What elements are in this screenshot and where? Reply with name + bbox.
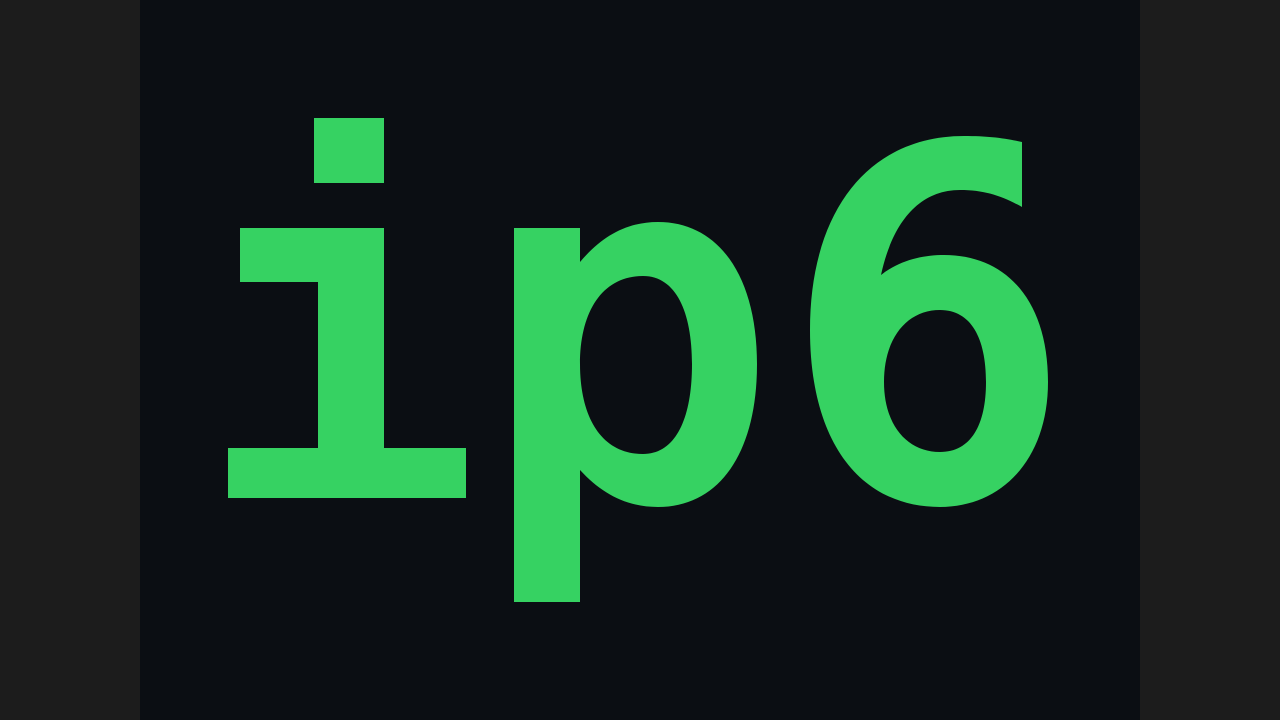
glyph-p xyxy=(514,222,757,602)
logo-glyphs xyxy=(228,118,1048,602)
glyph-6 xyxy=(810,136,1048,507)
ip6-logo: ip6 xyxy=(228,118,1048,602)
glyph-i xyxy=(228,118,466,498)
logo-canvas: ip6 xyxy=(140,0,1140,720)
